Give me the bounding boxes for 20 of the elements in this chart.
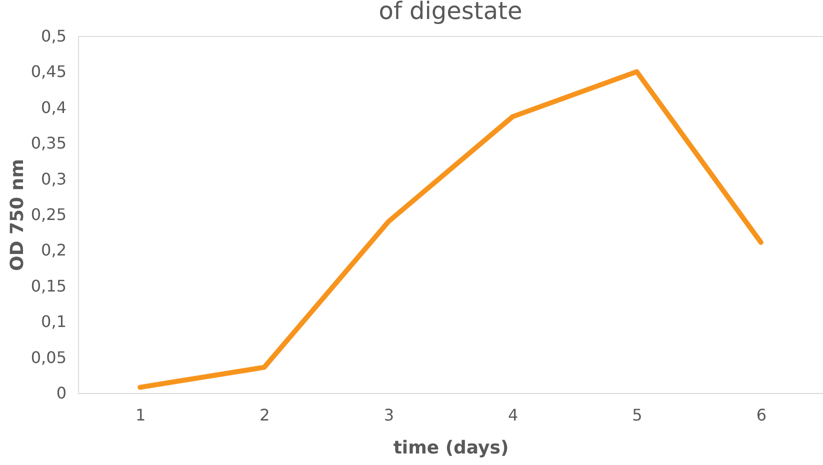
x-tick-label: 1 [135, 406, 146, 424]
y-tick-label: 0,5 [41, 26, 66, 46]
x-axis-title: time (days) [393, 438, 509, 458]
y-tick-label: 0,15 [30, 276, 66, 296]
x-tick-label: 4 [508, 406, 518, 424]
y-tick-label: 0,3 [41, 169, 66, 188]
y-tick-label: 0,1 [41, 312, 66, 332]
y-tick-label: 0 [56, 384, 66, 402]
chart-title: of digestate [378, 0, 522, 25]
y-tick-label: 0,2 [41, 240, 66, 260]
y-tick-label: 0,25 [30, 205, 66, 224]
x-tick-label: 5 [632, 406, 642, 424]
y-tick-label: 0,35 [30, 134, 66, 153]
y-tick-label: 0,45 [30, 62, 66, 82]
y-axis-title: OD 750 nm [6, 159, 28, 271]
y-tick-label: 0,05 [30, 348, 66, 367]
x-tick-label: 2 [260, 406, 270, 424]
x-tick-label: 3 [384, 406, 394, 424]
x-tick-label: 6 [756, 406, 767, 424]
y-tick-label: 0,4 [41, 98, 66, 117]
